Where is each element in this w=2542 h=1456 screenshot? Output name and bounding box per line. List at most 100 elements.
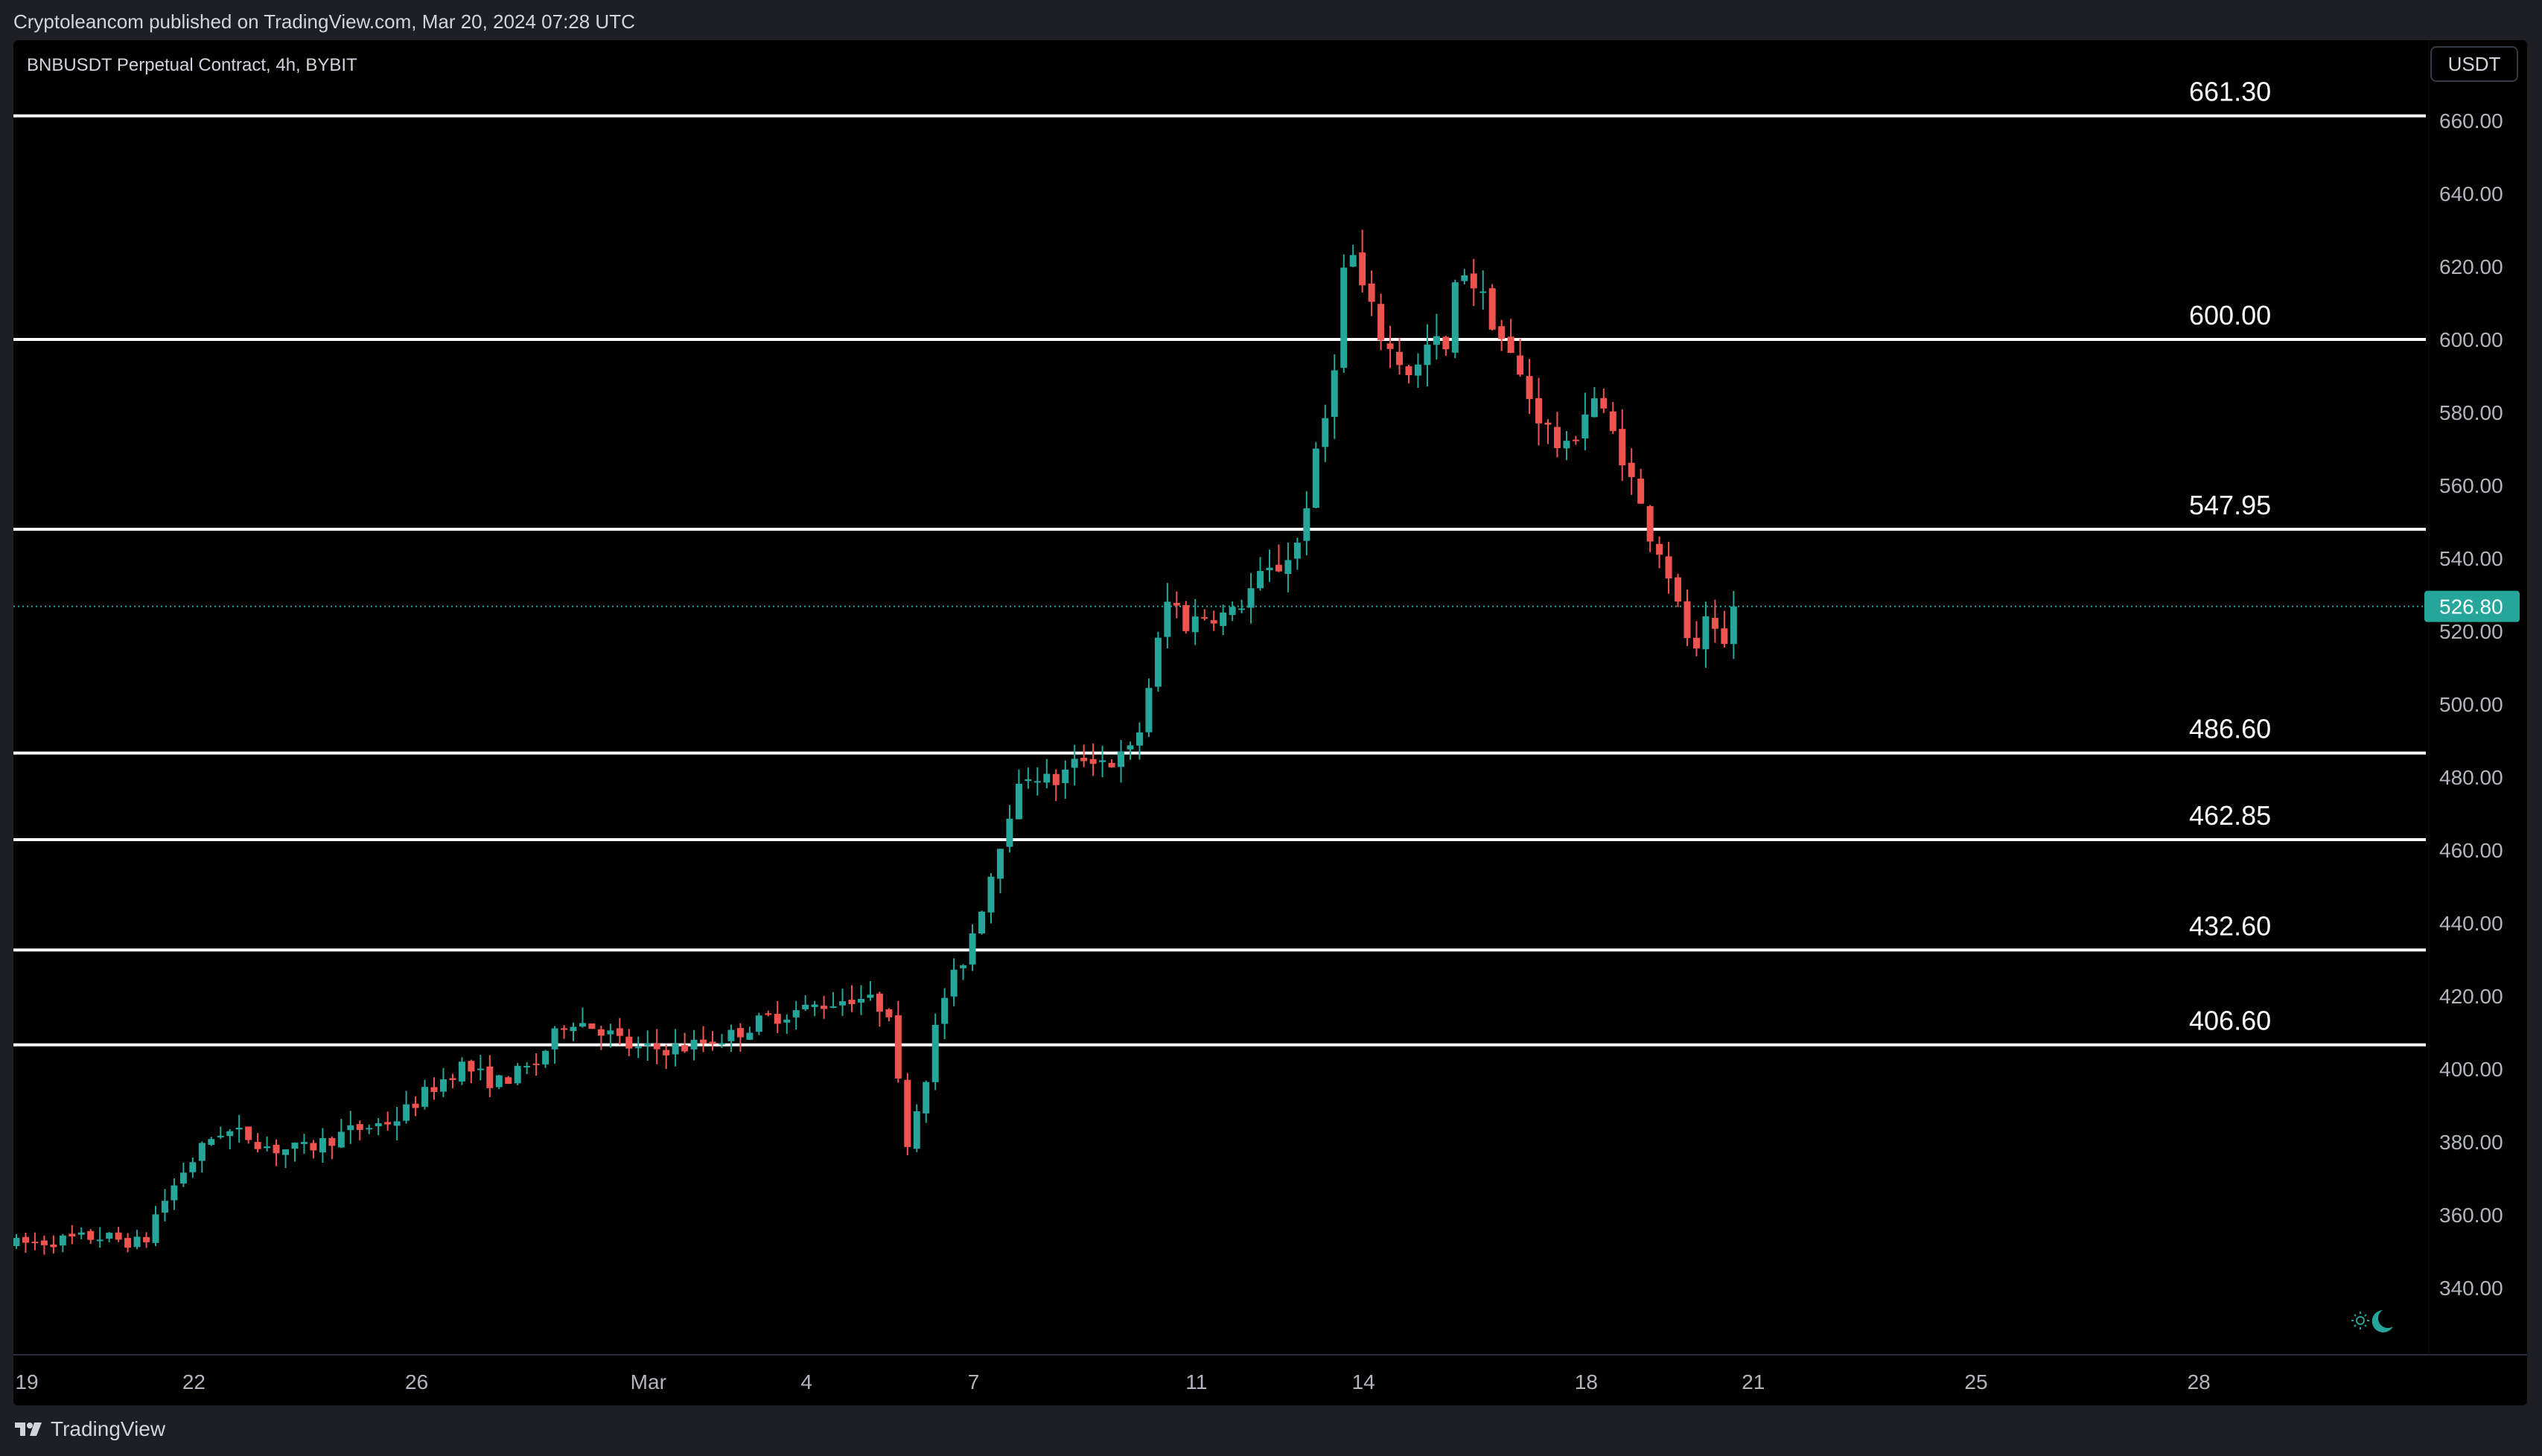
candle-up[interactable]	[1331, 354, 1338, 439]
candle-up[interactable]	[523, 1061, 531, 1075]
candle-up[interactable]	[978, 910, 986, 935]
candle-down[interactable]	[1470, 258, 1477, 307]
candle-up[interactable]	[1071, 744, 1078, 786]
candle-down[interactable]	[1721, 610, 1728, 648]
candle-down[interactable]	[1628, 448, 1635, 495]
candle-up[interactable]	[375, 1117, 382, 1136]
candle-up[interactable]	[1433, 313, 1440, 360]
candle-up[interactable]	[542, 1050, 550, 1068]
candle-up[interactable]	[133, 1230, 141, 1250]
candle-down[interactable]	[412, 1096, 419, 1117]
candle-up[interactable]	[208, 1137, 215, 1146]
candle-up[interactable]	[1033, 767, 1041, 796]
candle-up[interactable]	[106, 1232, 113, 1243]
candle-down[interactable]	[1201, 609, 1208, 621]
candle-up[interactable]	[923, 1080, 930, 1123]
candle-up[interactable]	[1154, 631, 1162, 692]
candle-down[interactable]	[1656, 536, 1663, 569]
candle-up[interactable]	[1229, 601, 1236, 622]
candle-down[interactable]	[356, 1120, 363, 1141]
candle-up[interactable]	[477, 1055, 484, 1081]
candle-down[interactable]	[1386, 325, 1394, 368]
candle-down[interactable]	[1572, 435, 1579, 445]
candle-down[interactable]	[1488, 284, 1496, 331]
candle-up[interactable]	[1581, 392, 1589, 450]
candle-up[interactable]	[644, 1030, 652, 1061]
candle-up[interactable]	[264, 1136, 271, 1152]
candle-up[interactable]	[1025, 767, 1032, 789]
candle-up[interactable]	[672, 1029, 679, 1067]
candle-up[interactable]	[1247, 572, 1255, 624]
candle-up[interactable]	[783, 1014, 791, 1034]
candle-down[interactable]	[1609, 401, 1616, 434]
candle-down[interactable]	[22, 1232, 29, 1253]
candle-up[interactable]	[718, 1034, 725, 1049]
candle-up[interactable]	[960, 964, 967, 980]
candle-up[interactable]	[291, 1142, 299, 1162]
candle-down[interactable]	[1619, 409, 1626, 482]
candle-down[interactable]	[254, 1133, 261, 1153]
candle-up[interactable]	[300, 1134, 308, 1154]
candle-down[interactable]	[143, 1232, 150, 1248]
candle-down[interactable]	[1182, 601, 1190, 634]
candle-up[interactable]	[1322, 404, 1329, 462]
candle-down[interactable]	[1442, 335, 1450, 356]
chart-panel[interactable]: 661.30 600.00 547.95 486.60 462.85 432.60 406.…	[13, 40, 2527, 1405]
candle-down[interactable]	[1535, 377, 1543, 446]
candle-down[interactable]	[50, 1235, 57, 1254]
candle-down[interactable]	[774, 1000, 781, 1033]
candle-up[interactable]	[1284, 542, 1292, 593]
candle-up[interactable]	[1340, 254, 1348, 374]
candle-down[interactable]	[588, 1023, 596, 1029]
candle-up[interactable]	[421, 1079, 429, 1110]
candle-down[interactable]	[1275, 544, 1282, 572]
candle-up[interactable]	[1266, 549, 1273, 582]
candle-down[interactable]	[876, 992, 883, 1027]
candle-up[interactable]	[366, 1124, 373, 1134]
candle-up[interactable]	[755, 1012, 762, 1035]
candle-up[interactable]	[867, 980, 874, 1001]
currency-button[interactable]: USDT	[2430, 46, 2518, 82]
candle-down[interactable]	[1517, 339, 1524, 377]
candle-down[interactable]	[532, 1053, 540, 1076]
candle-down[interactable]	[848, 985, 856, 1012]
candle-up[interactable]	[1451, 279, 1459, 359]
candle-up[interactable]	[811, 1000, 818, 1017]
candle-up[interactable]	[570, 1022, 577, 1041]
candle-down[interactable]	[709, 1031, 716, 1051]
candle-up[interactable]	[514, 1062, 521, 1086]
candle-down[interactable]	[1377, 293, 1385, 351]
candle-down[interactable]	[765, 1010, 772, 1017]
candle-down[interactable]	[1665, 541, 1672, 594]
candle-up[interactable]	[13, 1233, 20, 1249]
candle-up[interactable]	[931, 1013, 939, 1091]
candlestick-chart[interactable]: 661.30 600.00 547.95 486.60 462.85 432.60 406.…	[13, 40, 2527, 1405]
candle-up[interactable]	[1238, 599, 1246, 613]
candle-up[interactable]	[913, 1104, 920, 1152]
candle-down[interactable]	[505, 1076, 512, 1085]
candle-down[interactable]	[328, 1136, 336, 1160]
candle-up[interactable]	[179, 1162, 187, 1187]
last-price-tag[interactable]: 526.80	[2424, 590, 2520, 622]
candle-up[interactable]	[857, 985, 864, 1015]
candle-up[interactable]	[941, 988, 949, 1040]
price-scale[interactable]	[2426, 40, 2527, 1355]
candle-down[interactable]	[245, 1126, 252, 1144]
candle-up[interactable]	[217, 1126, 224, 1140]
candle-up[interactable]	[1220, 604, 1227, 636]
candle-down[interactable]	[1553, 412, 1561, 458]
candle-up[interactable]	[458, 1057, 465, 1085]
candle-down[interactable]	[1089, 743, 1097, 776]
candle-down[interactable]	[1359, 229, 1366, 293]
candle-up[interactable]	[829, 992, 837, 1009]
candle-up[interactable]	[1118, 740, 1125, 783]
candle-down[interactable]	[468, 1059, 475, 1084]
candle-up[interactable]	[1312, 441, 1319, 508]
candle-up[interactable]	[403, 1091, 410, 1124]
tradingview-brand[interactable]: TradingView	[13, 1414, 165, 1444]
candle-down[interactable]	[1498, 319, 1506, 351]
candle-down[interactable]	[1173, 591, 1180, 619]
candle-down[interactable]	[310, 1140, 317, 1159]
candle-down[interactable]	[273, 1139, 280, 1166]
candle-down[interactable]	[625, 1029, 633, 1056]
